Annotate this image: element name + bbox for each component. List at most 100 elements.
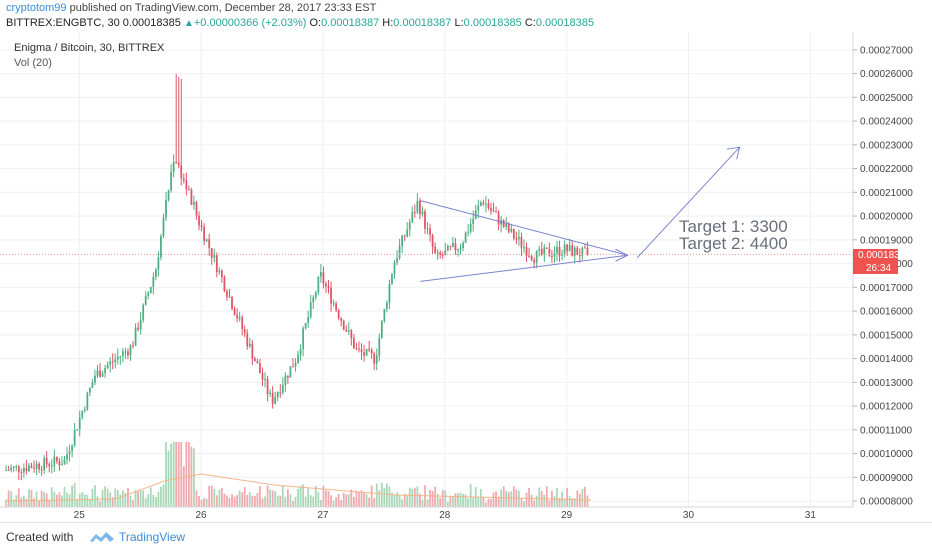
candle-body — [553, 253, 556, 257]
candle-body — [127, 351, 129, 356]
candle-body — [106, 364, 109, 369]
candle-body — [78, 417, 81, 430]
candle-body — [198, 215, 200, 226]
price-tick-label: 0.00008000 — [860, 497, 913, 508]
volume-bar — [345, 494, 348, 507]
candle-body — [375, 355, 378, 364]
candle-body — [444, 250, 447, 256]
volume-bar — [248, 492, 251, 507]
candle-body — [109, 361, 112, 365]
price-tick-label: 0.00010000 — [860, 449, 913, 460]
candle-body — [332, 303, 335, 305]
candle-body — [459, 247, 462, 249]
volume-bar — [246, 494, 249, 507]
candle-body — [378, 337, 381, 356]
volume-bar — [485, 502, 487, 507]
candle-body — [320, 272, 322, 277]
close-value: 0.00018385 — [535, 17, 594, 29]
candle-body — [132, 345, 134, 347]
volume-bar — [383, 487, 386, 507]
tradingview-link[interactable]: TradingView — [119, 530, 186, 544]
candle-body — [12, 466, 15, 468]
target-arrow-line — [636, 146, 741, 258]
candle-body — [497, 212, 500, 225]
candle-body — [30, 465, 33, 468]
volume-bar — [411, 488, 414, 507]
candle-body — [540, 248, 543, 255]
candle-body — [160, 236, 162, 258]
candle-body — [558, 246, 561, 256]
volume-bar — [121, 490, 124, 507]
candle-body — [350, 330, 353, 339]
volume-legend: Vol (20) — [14, 57, 52, 69]
price-tick-label: 0.00012000 — [860, 402, 913, 413]
tradingview-logo-icon[interactable] — [88, 529, 116, 545]
volume-bar — [398, 494, 401, 507]
volume-bar — [73, 482, 76, 507]
volume-bar — [256, 492, 259, 507]
candle-body — [264, 378, 266, 380]
candle-body — [335, 303, 338, 310]
candle-body — [406, 229, 409, 237]
volume-bar — [284, 496, 287, 507]
author-link[interactable]: cryptotom99 — [6, 2, 67, 14]
volume-bar — [20, 497, 23, 507]
candle-body — [568, 245, 571, 252]
volume-bar — [22, 495, 25, 507]
price-axis[interactable]: 0.00008000 0.00009000 0.00010000 0.00011000… — [853, 45, 913, 508]
volume-bar — [452, 497, 454, 507]
drawings[interactable] — [420, 146, 741, 282]
grid — [0, 32, 853, 507]
volume-bar — [165, 442, 167, 507]
volume-bar — [510, 491, 513, 507]
volume-bar — [233, 496, 236, 507]
volume-bar — [210, 485, 213, 507]
candle-body — [355, 348, 358, 350]
candle-body — [68, 451, 71, 455]
candle-body — [121, 351, 124, 357]
volume-bar — [543, 494, 546, 507]
volume-bar — [289, 494, 292, 507]
volume-bar — [556, 487, 558, 507]
volume-bar — [365, 493, 368, 507]
candle-body — [220, 270, 223, 278]
candle-body — [233, 309, 236, 315]
volume-bar — [487, 498, 490, 507]
volume-ma-line — [6, 473, 592, 502]
time-axis[interactable]: 25 26 27 28 29 30 31 — [74, 510, 817, 521]
time-tick-label: 26 — [196, 510, 208, 521]
volume-bar — [330, 495, 332, 507]
volume-bar — [368, 497, 371, 507]
volume-bar — [243, 487, 246, 507]
candle-body — [193, 202, 195, 205]
volume-bar — [261, 498, 264, 507]
candle-body — [281, 385, 284, 393]
candle-body — [251, 343, 254, 359]
candle-body — [322, 272, 325, 284]
candle-body — [551, 256, 553, 258]
candle-body — [327, 286, 330, 288]
volume-bar — [454, 493, 457, 507]
volume-bar — [429, 489, 431, 507]
volume-bar — [187, 442, 190, 507]
volume-bar — [99, 501, 101, 507]
candle-body — [360, 349, 363, 353]
volume-bar — [292, 501, 294, 507]
volume-bar — [109, 492, 112, 507]
candle-body — [449, 245, 452, 247]
volume-bar — [413, 487, 416, 507]
volume-bar — [507, 492, 510, 507]
volume-bar — [375, 483, 378, 507]
volume-bar — [490, 499, 492, 507]
close-label: C: — [524, 17, 536, 29]
chart-area[interactable]: Enigma / Bitcoin, 30, BITTREX Vol (20) T… — [0, 32, 932, 527]
triangle-lower-line — [420, 254, 628, 282]
candle-body — [248, 343, 251, 347]
volume-bar — [416, 486, 419, 507]
volume-bar — [48, 500, 51, 507]
price-chart[interactable]: Enigma / Bitcoin, 30, BITTREX Vol (20) T… — [0, 32, 932, 522]
candle-body — [185, 180, 188, 190]
volume-bar — [76, 499, 79, 507]
candle-body — [299, 349, 302, 355]
candle-body — [139, 319, 142, 330]
